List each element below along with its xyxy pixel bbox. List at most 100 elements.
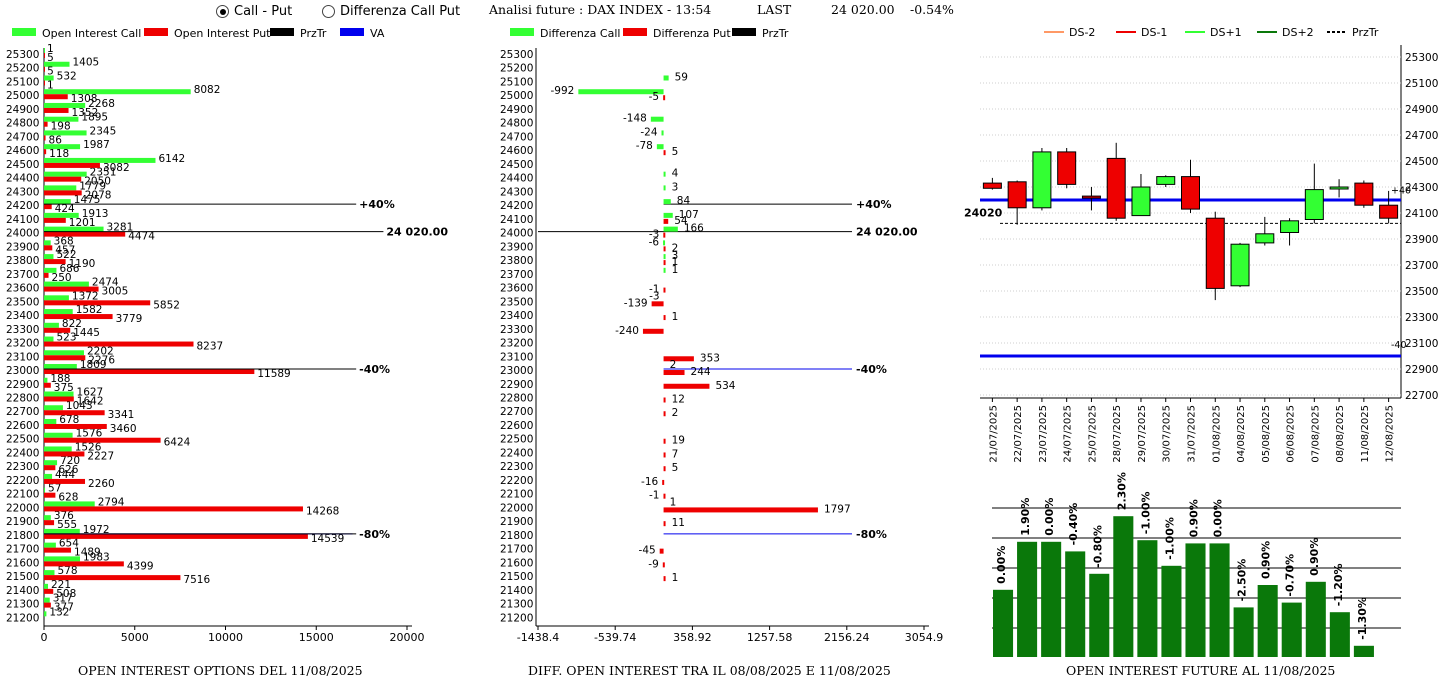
x-tick-label: 29/07/2025 — [1137, 405, 1148, 463]
y-tick-label: 23100 — [1405, 338, 1438, 350]
oi-options-chart: Open Interest Call Open Interest Put PrzTr… — [6, 27, 448, 644]
bar-diff-put — [663, 452, 666, 458]
bar-diff-call-label: -78 — [636, 140, 653, 152]
candle-body — [1156, 176, 1176, 185]
bar-put — [44, 121, 48, 127]
bar-diff-put — [663, 438, 666, 444]
radio-call-put-dot[interactable] — [216, 5, 229, 18]
bar-call — [44, 309, 73, 315]
strike-label: 21300 — [6, 599, 39, 611]
strike-label: 23000 — [6, 365, 39, 377]
bar-put-label: 198 — [51, 121, 71, 133]
bar-diff-put-label: 7 — [672, 448, 679, 460]
bar-call — [44, 240, 51, 246]
bar-put-label: 3341 — [108, 409, 135, 421]
bar-put — [44, 533, 308, 539]
bar-put — [44, 410, 105, 416]
bar-put-label: 377 — [54, 602, 74, 614]
strike-label: 24200 — [6, 200, 39, 212]
strike-label: 25100 — [6, 76, 39, 88]
bar-diff-put-label: -240 — [615, 325, 639, 337]
legend-label-0: Differenza Call — [540, 27, 620, 40]
prz-label: +40% — [856, 198, 892, 211]
bar-put — [44, 231, 126, 237]
future-bar — [1353, 645, 1374, 657]
legend-swatch-0 — [510, 28, 534, 36]
bar-diff-put — [662, 479, 665, 485]
bar-diff-put — [642, 328, 664, 334]
bar-put-label: 14268 — [306, 505, 339, 517]
bar-put-label: 8237 — [197, 341, 224, 353]
strike-label: 22600 — [6, 420, 39, 432]
bar-put-label: 2260 — [88, 478, 115, 490]
x-tick-label: 23/07/2025 — [1038, 405, 1049, 463]
strike-label: 24700 — [6, 131, 39, 143]
strike-label: 21400 — [6, 585, 39, 597]
footer-diff: DIFF. OPEN INTEREST TRA IL 08/08/2025 E … — [528, 663, 891, 678]
bar-put — [44, 382, 51, 388]
strike-label: 24800 — [6, 118, 39, 130]
bar-diff-call — [663, 254, 666, 260]
bar-put-label: 5 — [47, 66, 54, 78]
strike-label: 24900 — [6, 104, 39, 116]
future-bar-label: -1.30% — [1356, 597, 1369, 640]
bar-call-label: 1972 — [83, 524, 110, 536]
bar-put-label: 1201 — [69, 217, 96, 229]
legend-label-2: PrzTr — [300, 27, 327, 40]
bar-diff-put-label: 244 — [691, 366, 711, 378]
x-tick-label: 358.92 — [673, 631, 712, 644]
bar-diff-call-label: -24 — [640, 126, 657, 138]
bar-put-label: 424 — [55, 203, 75, 215]
bar-put — [44, 451, 85, 457]
radio-call-put[interactable]: Call - Put — [216, 4, 292, 19]
legend-swatch-3 — [340, 28, 364, 36]
bar-diff-call-label: 3 — [672, 181, 679, 193]
bar-put — [44, 423, 107, 429]
strike-label: 22700 — [500, 406, 533, 418]
y-tick-label: 24900 — [1405, 104, 1438, 116]
y-tick-label: 25300 — [1405, 52, 1438, 64]
bar-put-label: 555 — [57, 519, 77, 531]
bar-put — [44, 300, 151, 306]
radio-differenza[interactable]: Differenza Call Put — [322, 4, 460, 19]
x-tick-label: 28/07/2025 — [1112, 405, 1123, 463]
strike-label: 22800 — [500, 393, 533, 405]
bar-call-label: 57 — [48, 483, 61, 495]
future-bar-label: -1.00% — [1139, 491, 1152, 534]
bar-diff-call-label: 1 — [672, 264, 679, 276]
future-bar — [1209, 543, 1230, 657]
y-tick-label: 24700 — [1405, 130, 1438, 142]
bar-put — [44, 66, 45, 72]
bar-put-label: 1489 — [74, 547, 101, 559]
bar-call — [44, 446, 72, 452]
strike-label: 25100 — [500, 76, 533, 88]
bar-put — [44, 217, 66, 223]
bar-diff-put-label: 5 — [672, 146, 679, 158]
strike-label: 23600 — [500, 283, 533, 295]
bar-diff-put-label: 12 — [672, 394, 685, 406]
x-tick-label: 22/07/2025 — [1013, 405, 1024, 463]
bar-call-label: 2351 — [90, 167, 117, 179]
bar-call — [44, 75, 54, 81]
strike-label: 23900 — [500, 241, 533, 253]
x-tick-label: 06/08/2025 — [1286, 405, 1297, 463]
bar-diff-put-label: 534 — [715, 380, 735, 392]
oi-future-chart: 0.00% 1.90% 0.00% -0.40% -0.80% 2.30% -1.00% -1… — [992, 472, 1401, 657]
bar-diff-put — [663, 260, 666, 266]
bar-call — [44, 226, 104, 232]
bar-diff-put-label: -139 — [624, 297, 648, 309]
bar-put-label: 1 — [47, 79, 54, 91]
bar-diff-call — [578, 89, 664, 95]
future-bar — [1257, 585, 1278, 657]
footer-future: OPEN INTEREST FUTURE AL 11/08/2025 — [1066, 663, 1336, 678]
bar-put-label: 628 — [58, 492, 78, 504]
strike-label: 22400 — [6, 447, 39, 459]
legend-swatch-0 — [12, 28, 36, 36]
bar-call-label: 1576 — [76, 428, 103, 440]
bar-call-label: 2474 — [92, 277, 119, 289]
future-bar — [1233, 607, 1254, 657]
oi-diff-chart: Differenza Call Differenza Put PrzTr 25300 2… — [500, 27, 943, 644]
bar-call — [44, 254, 54, 260]
strike-label: 22200 — [500, 475, 533, 487]
radio-differenza-dot[interactable] — [322, 5, 335, 18]
